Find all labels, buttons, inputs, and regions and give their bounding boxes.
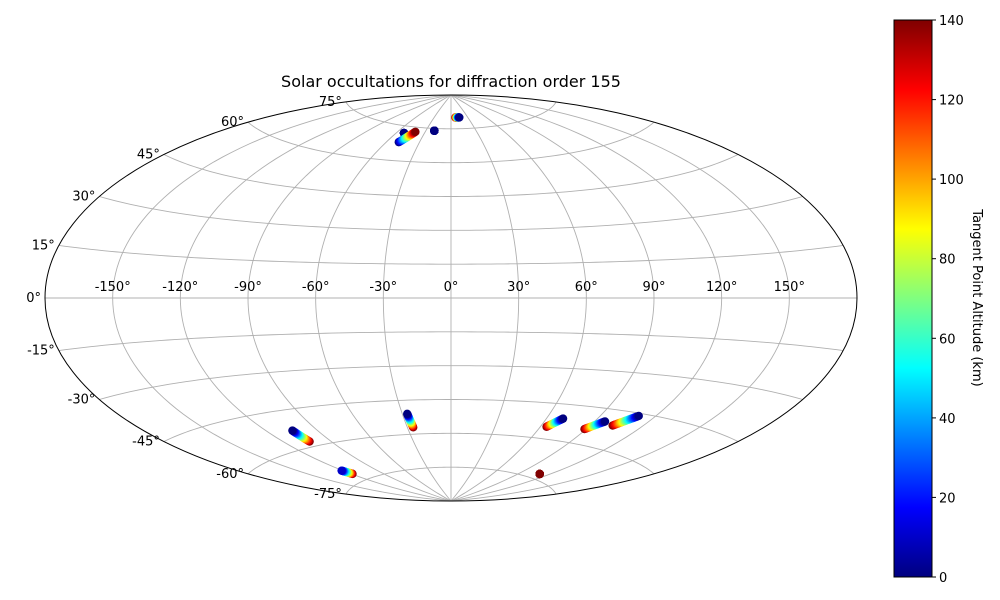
latitude-tick-label: 45°	[137, 148, 160, 163]
occultation-point	[634, 411, 643, 421]
latitude-tick-label: 30°	[72, 190, 95, 205]
longitude-tick-label: 60°	[575, 280, 598, 295]
longitude-tick-label: 150°	[774, 280, 805, 295]
occultation-point	[430, 126, 439, 135]
occultation-point	[600, 417, 610, 426]
occultation-point	[337, 466, 346, 475]
parallel-line	[163, 399, 739, 442]
map-area: -150° -120° -90° -60° -30° 0° 30° 60° 90° 120° 150…	[26, 94, 858, 502]
parallel-line	[58, 245, 844, 265]
colorbar-tick-label: 0	[939, 571, 947, 586]
longitude-tick-label: 30°	[507, 280, 530, 295]
latitude-tick-label: 0°	[26, 291, 41, 306]
occultation-points	[288, 113, 643, 479]
longitude-tick-label: -30°	[369, 280, 397, 295]
graticule	[45, 95, 857, 501]
colorbar-tick-label: 140	[939, 14, 964, 29]
parallel-line	[345, 466, 557, 495]
parallel-line	[99, 196, 803, 231]
occultation-point	[535, 469, 544, 479]
colorbar-tick-label: 60	[939, 332, 956, 347]
colorbar: 0 20 40 60 80 100 120 140 Tangent Point Altitud…	[893, 14, 984, 586]
colorbar-tick-label: 120	[939, 94, 964, 109]
parallel-line	[247, 432, 655, 475]
occultation-point	[455, 113, 464, 122]
latitude-tick-label: 60°	[221, 115, 244, 130]
colorbar-ticks: 0 20 40 60 80 100 120 140	[932, 14, 964, 586]
colorbar-tick-label: 20	[939, 491, 956, 506]
parallel-line	[163, 154, 739, 197]
latitude-tick-label: 75°	[319, 95, 342, 110]
colorbar-gradient	[893, 19, 933, 578]
longitude-tick-label: 120°	[706, 280, 737, 295]
longitude-tick-label: -150°	[95, 280, 131, 295]
parallel-line	[345, 101, 557, 130]
chart-title: Solar occultations for diffraction order…	[281, 72, 621, 91]
colorbar-tick-label: 40	[939, 412, 956, 427]
longitude-tick-label: -90°	[234, 280, 262, 295]
parallel-line	[247, 121, 655, 164]
latitude-tick-label: -30°	[68, 393, 96, 408]
longitude-tick-label: 90°	[642, 280, 665, 295]
occultation-point	[411, 127, 420, 136]
longitude-tick-label: -60°	[302, 280, 330, 295]
latitude-tick-label: 15°	[32, 239, 55, 254]
longitude-tick-label: -120°	[162, 280, 198, 295]
occultation-point	[403, 409, 412, 419]
colorbar-label: Tangent Point Altitude (km)	[969, 208, 984, 386]
parallel-line	[99, 365, 803, 400]
latitude-tick-label: -75°	[314, 487, 342, 502]
longitude-tick-labels: -150° -120° -90° -60° -30° 0° 30° 60° 90° 120° 150…	[95, 280, 805, 295]
latitude-tick-label: -45°	[132, 435, 160, 450]
colorbar-tick-label: 80	[939, 253, 956, 268]
longitude-tick-label: 0°	[444, 280, 459, 295]
colorbar-tick-label: 100	[939, 173, 964, 188]
map-boundary	[44, 94, 858, 502]
latitude-tick-label: -15°	[27, 344, 55, 359]
latitude-tick-labels: -75° -60° -45° -30° -15° 0° 15° 30° 45° 60° 75°	[26, 95, 342, 502]
occultation-point	[288, 426, 297, 435]
parallel-line	[58, 331, 844, 351]
occultation-point	[558, 414, 568, 423]
latitude-tick-label: -60°	[216, 467, 244, 482]
